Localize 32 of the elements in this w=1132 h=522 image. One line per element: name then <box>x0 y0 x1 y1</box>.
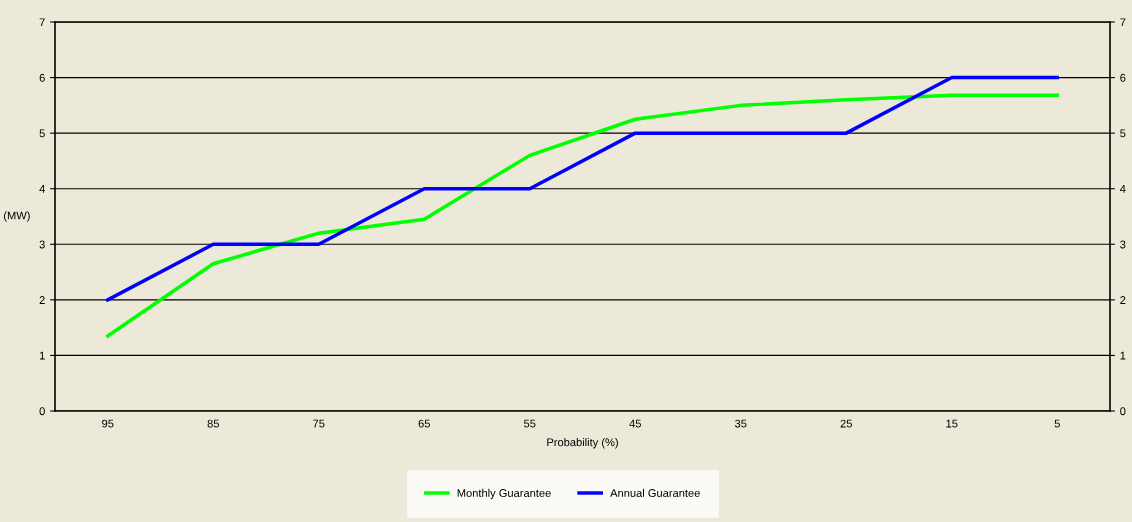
y-tick-label: 5 <box>39 129 45 138</box>
x-tick-label: 45 <box>629 419 641 428</box>
x-tick-label: 15 <box>946 419 958 428</box>
x-tick-label: 55 <box>524 419 536 428</box>
y-tick-label: 7 <box>39 18 45 27</box>
line-series <box>106 93 1059 338</box>
legend-label: Monthly Guarantee <box>457 488 551 500</box>
y2-tick-label: 4 <box>1119 185 1126 193</box>
x-tick-label: 75 <box>313 419 325 428</box>
y2-tick-label: 5 <box>1120 129 1126 138</box>
x-axis-title: Probability (%) <box>547 438 618 449</box>
y2-tick-label: 1 <box>1120 351 1126 360</box>
y-tick-label: 1 <box>39 351 45 360</box>
y2-tick-label: 3 <box>1120 240 1126 249</box>
y2-tick-label: 6 <box>1120 73 1126 82</box>
y-tick-label: 4 <box>39 185 45 193</box>
y-tick-label: 2 <box>39 296 45 304</box>
y-tick-label: 0 <box>39 407 45 416</box>
x-tick-label: 35 <box>734 419 747 428</box>
y2-tick-label: 0 <box>1120 407 1126 416</box>
x-tick-label: 25 <box>840 419 852 428</box>
x-tick-label: 85 <box>207 419 219 428</box>
y-tick-label: 6 <box>39 73 45 82</box>
x-tick-label: 5 <box>1054 419 1060 428</box>
line-series <box>106 75 1059 302</box>
legend-label: Annual Guarantee <box>610 488 700 497</box>
y-axis-title: (MW) <box>3 211 30 222</box>
y2-tick-label: 2 <box>1120 296 1126 304</box>
x-tick-label: 95 <box>102 419 114 428</box>
y2-tick-label: 7 <box>1120 18 1126 27</box>
x-tick-label: 65 <box>418 419 430 428</box>
y-tick-label: 3 <box>39 240 45 249</box>
